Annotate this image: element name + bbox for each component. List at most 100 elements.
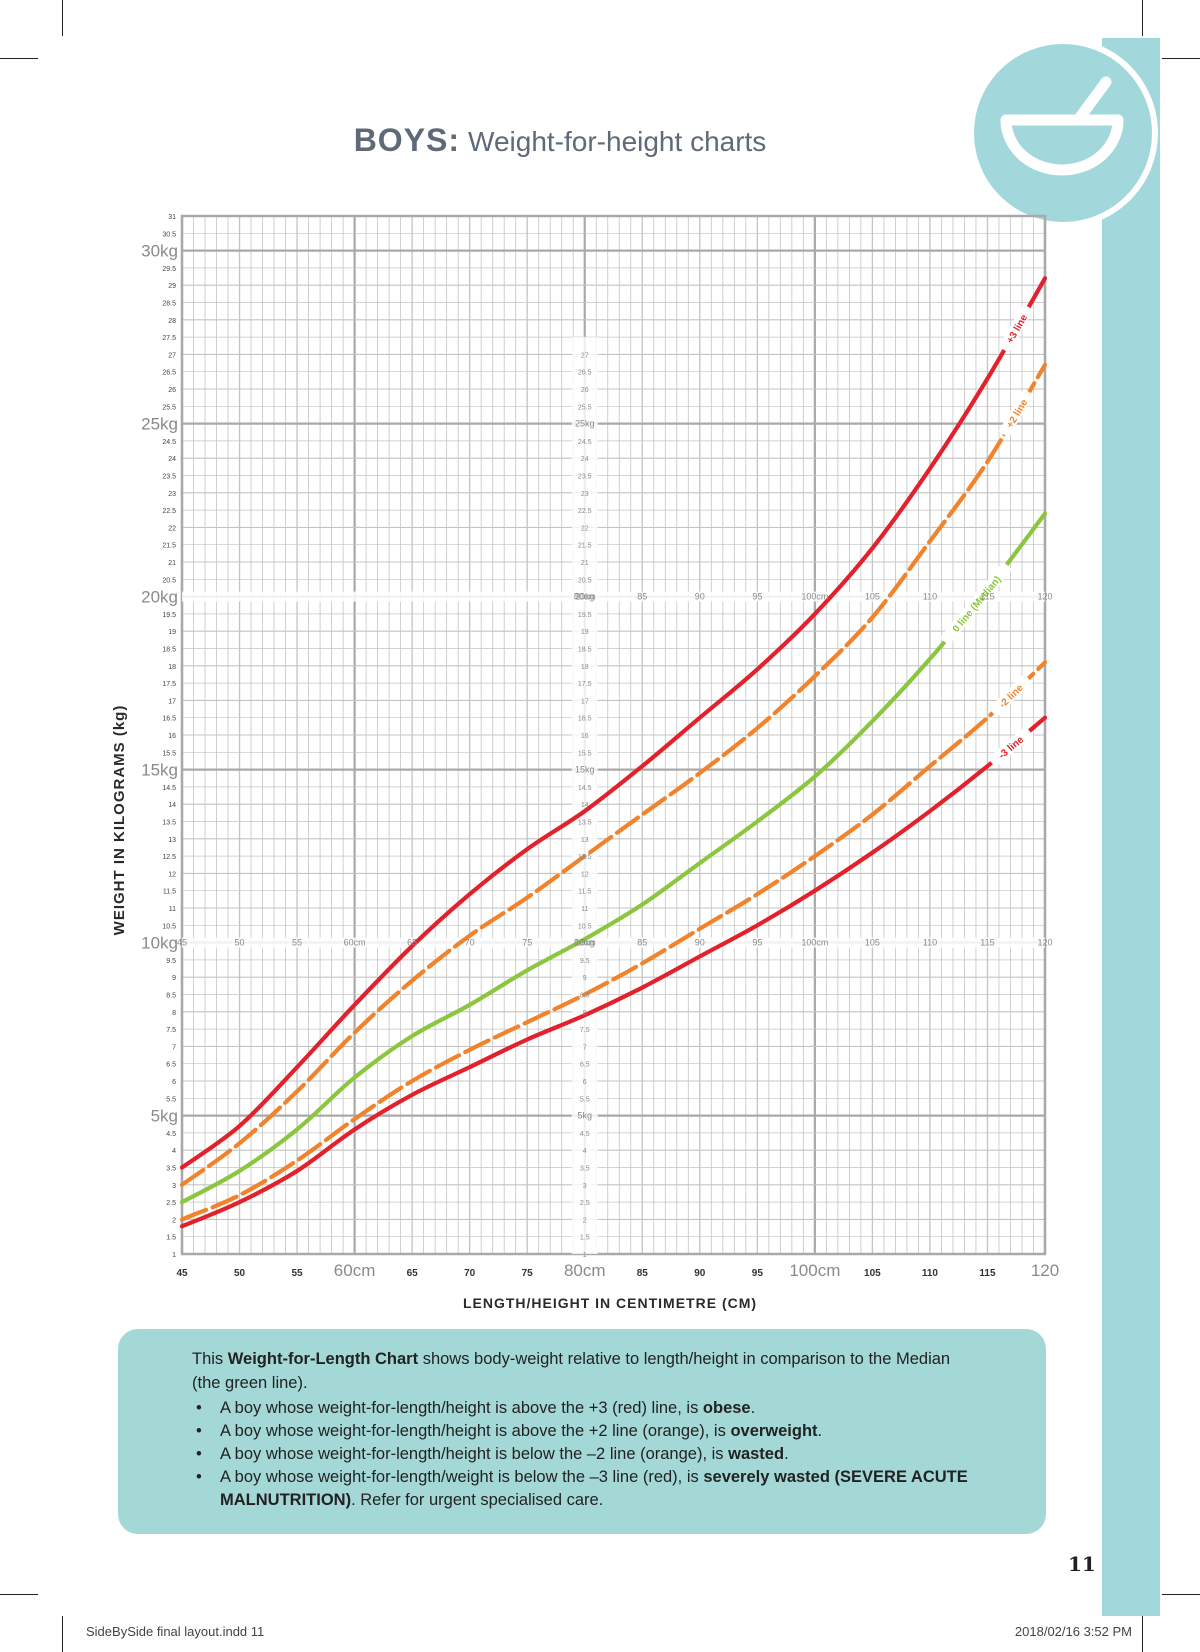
title-rest: Weight-for-height charts: [468, 126, 767, 157]
item-text-end: .: [784, 1445, 789, 1463]
inner-y-tick-label: 9: [583, 975, 587, 982]
y-tick-label: 28: [168, 318, 176, 325]
inner-y-tick-label: 13: [581, 837, 589, 844]
x-axis-title: LENGTH/HEIGHT IN CENTIMETRE (CM): [463, 1295, 757, 1311]
inner-y-tick-label: 20kg: [575, 592, 595, 602]
x-tick-label: 75: [522, 1268, 534, 1279]
inner-axis-band: [182, 937, 1045, 948]
inner-x-tick-label: 80cm: [574, 938, 596, 948]
y-tick-label: 19: [168, 629, 176, 636]
series-label-text: +2 line: [1005, 397, 1031, 430]
title-bold: BOYS:: [353, 122, 461, 158]
inner-y-tick-label: 21: [581, 560, 589, 567]
inner-axis-band: [182, 591, 1045, 602]
y-tick-label: 7: [172, 1044, 176, 1051]
y-tick-label: 18: [168, 664, 176, 671]
y-tick-label: 16: [168, 733, 176, 740]
y-tick-label: 11: [169, 906, 176, 913]
y-tick-label: 3.5: [166, 1166, 176, 1173]
inner-y-tick-label: 14.5: [578, 785, 592, 792]
list-item: A boy whose weight-for-length/height is …: [192, 1397, 976, 1420]
inner-y-tick-label: 26.5: [578, 370, 592, 377]
item-text: A boy whose weight-for-length/height is …: [220, 1422, 731, 1440]
y-tick-label: 8.5: [166, 993, 176, 1000]
y-tick-label: 26.5: [162, 370, 176, 377]
inner-y-tick-label: 3.5: [580, 1166, 590, 1173]
y-tick-label: 29: [168, 283, 176, 290]
y-tick-label: 26: [168, 387, 176, 394]
inner-x-tick-label: 115: [980, 592, 994, 602]
crop-mark: [0, 58, 38, 59]
y-tick-label: 1.5: [166, 1235, 176, 1242]
y-tick-label: 10kg: [141, 934, 178, 953]
inner-y-tick-label: 8.5: [580, 993, 590, 1000]
x-tick-label: 65: [407, 1268, 419, 1279]
y-tick-label: 23.5: [162, 474, 176, 481]
crop-mark: [1162, 1594, 1200, 1595]
inner-y-tick-label: 6: [583, 1079, 587, 1086]
y-tick-label: 14: [168, 802, 176, 809]
y-tick-label: 6: [172, 1079, 176, 1086]
info-list: A boy whose weight-for-length/height is …: [192, 1397, 976, 1512]
y-tick-label: 11.5: [163, 889, 176, 896]
inner-y-tick-label: 15.5: [578, 750, 592, 757]
y-tick-label: 14.5: [162, 785, 176, 792]
item-bold: wasted: [728, 1445, 785, 1463]
series-label: +2 line: [998, 388, 1035, 438]
crop-mark: [1142, 1616, 1143, 1652]
inner-y-tick-label: 18: [581, 664, 589, 671]
inner-y-tick-label: 19: [581, 629, 589, 636]
y-tick-label: 27: [168, 352, 176, 359]
crop-mark: [1142, 0, 1143, 36]
inner-axis-band: [571, 337, 598, 1255]
y-tick-label: 27.5: [162, 335, 176, 342]
y-tick-label: 28.5: [162, 301, 176, 308]
series-label: +3 line: [998, 304, 1034, 353]
series-line: [179, 276, 1048, 1170]
inner-x-tick-label: 50: [235, 938, 245, 948]
mortar-bowl-icon: [968, 38, 1158, 228]
inner-y-tick-label: 6.5: [580, 1062, 590, 1069]
inner-y-tick-label: 10kg: [575, 938, 595, 948]
x-tick-label: 100cm: [789, 1261, 840, 1280]
inner-y-tick-label: 23: [581, 491, 589, 498]
series-line: [179, 511, 1048, 1205]
y-tick-label: 19.5: [162, 612, 176, 619]
inner-y-tick-label: 12.5: [578, 854, 592, 861]
y-tick-label: 15kg: [141, 761, 178, 780]
inner-x-tick-label: 110: [923, 592, 937, 602]
x-tick-label: 80cm: [564, 1261, 606, 1280]
y-tick-label: 3: [172, 1183, 176, 1190]
y-tick-label: 30kg: [141, 242, 178, 261]
inner-axes: [182, 337, 1045, 1255]
item-text-end: .: [817, 1422, 823, 1440]
x-tick-label: 45: [176, 1268, 188, 1279]
series-label-bg: [987, 726, 1034, 768]
inner-x-tick-label: 60cm: [344, 938, 366, 948]
inner-y-tick-label: 27: [581, 352, 589, 359]
y-tick-label: 7.5: [166, 1027, 176, 1034]
inner-y-tick-label: 4: [583, 1148, 587, 1155]
y-tick-label: 17.5: [162, 681, 176, 688]
explanation-box: This Weight-for-Length Chart shows body-…: [118, 1329, 1046, 1534]
y-tick-label: 9: [172, 975, 176, 982]
y-tick-label: 18.5: [162, 647, 176, 654]
crop-mark: [0, 1594, 38, 1595]
item-text: A boy whose weight-for-length/height is …: [220, 1445, 729, 1463]
x-tick-label: 95: [752, 1268, 764, 1279]
inner-y-tick-label: 10.5: [578, 923, 592, 930]
y-axis-title: WEIGHT IN KILOGRAMS (kg): [111, 705, 128, 936]
y-tick-label: 1: [172, 1252, 176, 1259]
inner-x-tick-label: 90: [695, 592, 705, 602]
inner-x-tick-label: 45: [177, 938, 187, 948]
y-tick-label: 17: [168, 698, 176, 705]
inner-y-tick-label: 14: [581, 802, 589, 809]
list-item: A boy whose weight-for-length/weight is …: [192, 1466, 976, 1512]
inner-y-tick-label: 19.5: [578, 612, 592, 619]
y-tick-label: 24.5: [162, 439, 176, 446]
inner-x-tick-label: 65: [407, 938, 417, 948]
chart-grid: [180, 214, 1047, 1256]
inner-y-tick-label: 11.5: [578, 889, 591, 896]
inner-y-tick-label: 24: [581, 456, 589, 463]
item-bold: obese: [702, 1399, 751, 1417]
